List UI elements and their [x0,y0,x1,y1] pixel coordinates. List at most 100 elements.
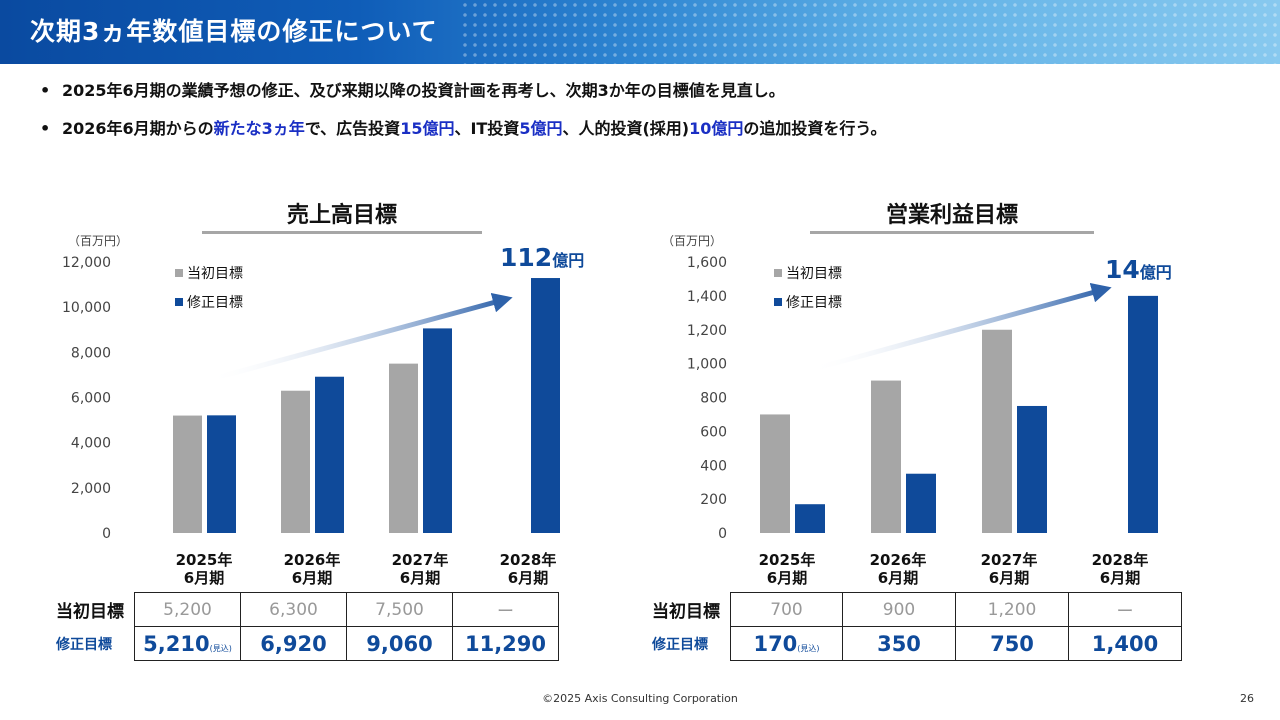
legend-item-original: 当初目標 [774,258,842,287]
profit-target-unit: 億円 [1139,263,1172,282]
x-category-label: 2026年 [284,551,341,569]
bullet-text-segment: 、人的投資(採用) [562,119,690,138]
y-tick-label: 0 [718,526,727,542]
y-tick-label: 8,000 [71,345,111,361]
x-category-label: 2028年 [500,551,557,569]
bar-original-target [389,363,418,533]
x-category-label: 2025年 [759,551,816,569]
x-category-label: 2025年 [176,551,233,569]
legend-label-original: 当初目標 [786,265,842,282]
profit-unit-label: （百万円） [662,234,723,248]
x-category-label: 2026年 [870,551,927,569]
row-header-original: 当初目標 [652,602,720,622]
x-category-label: 6月期 [878,569,918,587]
y-tick-label: 1,600 [687,255,727,271]
profit-legend: 当初目標 修正目標 [774,258,842,316]
table-cell: 5,200 [134,592,241,627]
table-cell: ー [452,592,559,627]
table-cell: 1,400 [1068,626,1182,661]
legend-swatch-original [175,268,183,277]
table-row-revised: 修正目標 170(見込) 350 750 1,400 [652,626,1182,661]
y-tick-label: 2,000 [71,481,111,497]
bullet-text-1: 2025年6月期の業績予想の修正、及び来期以降の投資計画を再考し、次期3か年の目… [62,81,785,100]
table-row-original: 当初目標 700 900 1,200 ー [652,592,1182,627]
bar-original-target [281,390,310,533]
row-header-revised: 修正目標 [652,636,708,653]
y-tick-label: 1,200 [687,323,727,339]
bar-revised-target [423,328,452,533]
cell-value: 170 [753,631,798,656]
table-cell: 700 [730,592,843,627]
bullet-dot: • [40,119,51,138]
estimate-note: (見込) [209,643,232,653]
legend-item-revised: 修正目標 [175,287,243,316]
bullet-item-2: • 2026年6月期からの新たな3ヵ年で、広告投資15億円、IT投資5億円、人的投… [40,118,886,156]
bullet-text-2: 2026年6月期からの新たな3ヵ年で、広告投資15億円、IT投資5億円、人的投資… [62,119,886,138]
bullet-item-1: • 2025年6月期の業績予想の修正、及び来期以降の投資計画を再考し、次期3か年の… [40,80,886,118]
table-cell: 750 [955,626,1069,661]
bullet-list: • 2025年6月期の業績予想の修正、及び来期以降の投資計画を再考し、次期3か年の… [40,80,886,156]
bar-original-target [173,415,202,533]
copyright: ©2025 Axis Consulting Corporation [542,692,738,705]
trend-arrow [809,282,1112,373]
y-tick-label: 12,000 [62,255,111,271]
sales-chart-title: 売上高目標 [286,203,397,228]
legend-item-revised: 修正目標 [774,287,842,316]
table-cell: 900 [842,592,956,627]
legend-label-revised: 修正目標 [786,294,842,311]
x-category-label: 2028年 [1092,551,1149,569]
table-cell: 6,920 [240,626,347,661]
highlight-text: 10億円 [689,119,744,138]
bullet-text-segment: で、広告投資 [304,119,401,138]
profit-target-callout: 14億円 [1105,255,1172,284]
trend-arrow [207,292,513,383]
profit-target-value: 14 [1105,255,1140,284]
cell-value: 5,210 [143,631,210,656]
bar-original-target [982,329,1012,533]
legend-item-original: 当初目標 [175,258,243,287]
table-cell: 7,500 [346,592,453,627]
bullet-text-segment: 2025年6月期の業績予想の修正、及び来期以降の投資計画を再考し、次期3か年の目… [62,81,785,100]
legend-label-original: 当初目標 [187,265,243,282]
page-number: 26 [1240,692,1254,705]
profit-chart-svg: 02004006008001,0001,2001,4001,6002025年6月… [687,255,1158,587]
profit-chart-title: 営業利益目標 [885,203,1018,228]
x-category-label: 6月期 [1100,569,1140,587]
legend-swatch-original [774,268,782,277]
sales-legend: 当初目標 修正目標 [175,258,243,316]
legend-label-revised: 修正目標 [187,294,243,311]
row-header-revised: 修正目標 [56,636,112,653]
sales-chart-svg: 0 2,000 4,000 6,000 8,000 10,000 12,000 2025年 6月… [62,255,560,587]
y-tick-label: 1,000 [687,357,727,373]
bullet-text-segment: 2026年6月期からの [62,119,214,138]
bar-revised-target [1128,295,1158,533]
y-tick-label: 600 [700,424,727,440]
header-dot-pattern [460,0,1280,64]
bar-revised-target [315,376,344,533]
slide-title: 次期3ヵ年数値目標の修正について [30,17,438,46]
y-tick-label: 0 [102,526,111,542]
bullet-text-segment: 、IT投資 [454,119,520,138]
table-row-original: 当初目標 5,200 6,300 7,500 ー [56,592,559,627]
sales-value-table: 当初目標 5,200 6,300 7,500 ー 修正目標 5,210(見込) … [56,592,559,661]
sales-unit-label: （百万円） [68,234,129,248]
sales-target-callout: 112億円 [500,243,584,272]
x-category-label: 6月期 [767,569,807,587]
profit-value-table: 当初目標 700 900 1,200 ー 修正目標 170(見込) 350 75… [652,592,1182,661]
legend-swatch-revised [175,297,183,306]
table-cell: 5,210(見込) [134,626,241,661]
table-cell: 11,290 [452,626,559,661]
y-tick-label: 1,400 [687,289,727,305]
y-tick-label: 10,000 [62,300,111,316]
y-tick-label: 6,000 [71,391,111,407]
highlight-text: 15億円 [400,119,455,138]
x-category-label: 6月期 [292,569,332,587]
table-cell: 9,060 [346,626,453,661]
table-cell: 6,300 [240,592,347,627]
bar-revised-target [795,504,825,533]
y-tick-label: 4,000 [71,436,111,452]
bar-revised-target [1017,405,1047,533]
bar-revised-target [906,473,936,533]
x-category-label: 2027年 [392,551,449,569]
x-category-label: 6月期 [508,569,548,587]
